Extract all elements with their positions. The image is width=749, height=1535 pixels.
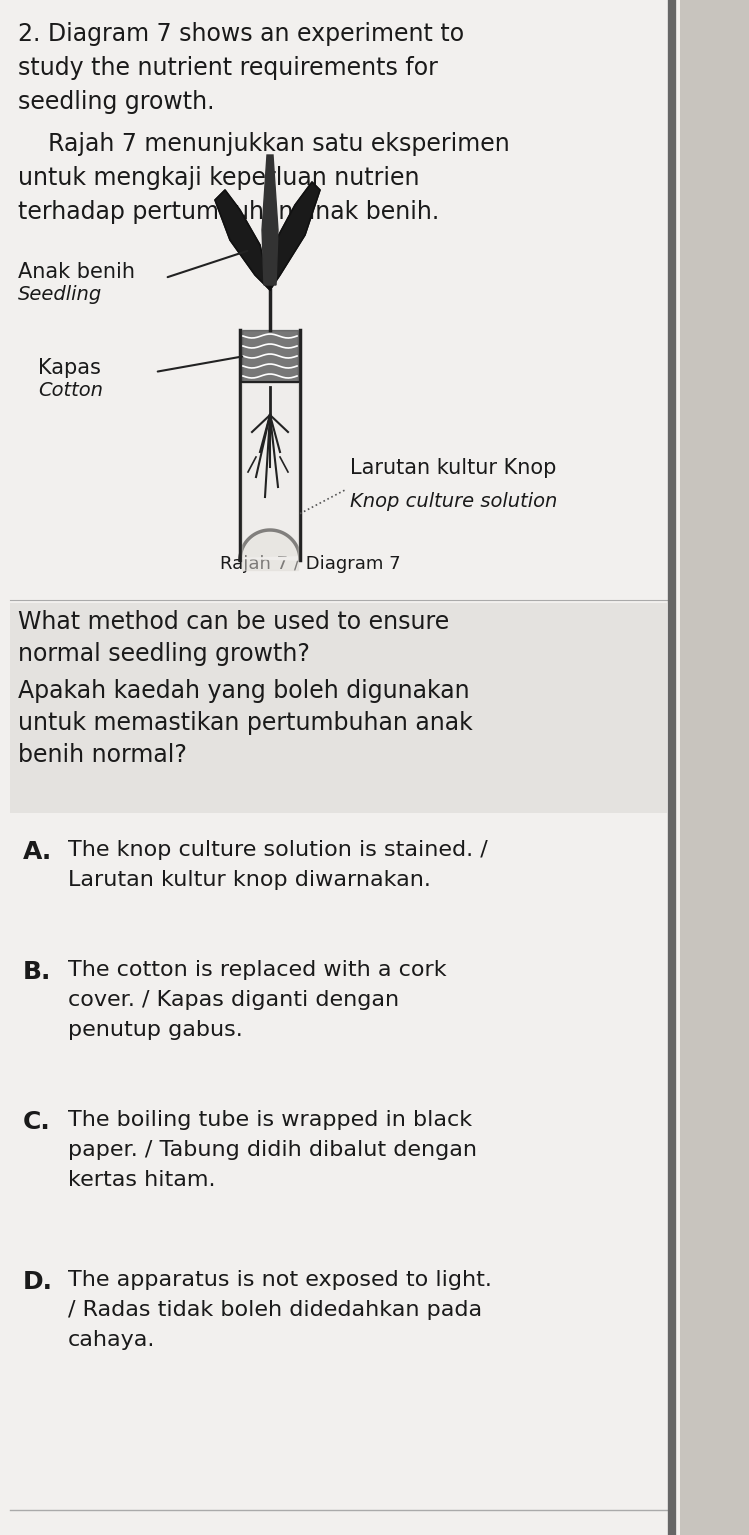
Text: Knop culture solution: Knop culture solution — [350, 493, 557, 511]
Text: benih normal?: benih normal? — [18, 743, 187, 768]
Text: Kapas: Kapas — [38, 358, 101, 378]
Polygon shape — [240, 330, 300, 560]
Text: The cotton is replaced with a cork: The cotton is replaced with a cork — [68, 959, 446, 979]
Text: paper. / Tabung didih dibalut dengan: paper. / Tabung didih dibalut dengan — [68, 1141, 477, 1160]
Polygon shape — [242, 382, 298, 569]
Text: D.: D. — [23, 1269, 53, 1294]
Text: kertas hitam.: kertas hitam. — [68, 1170, 216, 1190]
Text: Larutan kultur knop diwarnakan.: Larutan kultur knop diwarnakan. — [68, 870, 431, 890]
Text: Anak benih: Anak benih — [18, 262, 135, 282]
Polygon shape — [270, 183, 320, 290]
Text: cover. / Kapas diganti dengan: cover. / Kapas diganti dengan — [68, 990, 399, 1010]
Text: Rajah 7 / Diagram 7: Rajah 7 / Diagram 7 — [219, 556, 400, 573]
Text: cahaya.: cahaya. — [68, 1329, 155, 1349]
Polygon shape — [215, 190, 270, 290]
Text: untuk memastikan pertumbuhan anak: untuk memastikan pertumbuhan anak — [18, 711, 473, 735]
Text: The boiling tube is wrapped in black: The boiling tube is wrapped in black — [68, 1110, 472, 1130]
Text: untuk mengkaji keperluan nutrien: untuk mengkaji keperluan nutrien — [18, 166, 419, 190]
Text: A.: A. — [23, 840, 52, 864]
Text: C.: C. — [23, 1110, 51, 1134]
Text: normal seedling growth?: normal seedling growth? — [18, 642, 310, 666]
Text: The apparatus is not exposed to light.: The apparatus is not exposed to light. — [68, 1269, 492, 1289]
Text: terhadap pertumbuhan anak benih.: terhadap pertumbuhan anak benih. — [18, 200, 439, 224]
Text: Larutan kultur Knop: Larutan kultur Knop — [350, 457, 557, 477]
Text: Rajah 7 menunjukkan satu eksperimen: Rajah 7 menunjukkan satu eksperimen — [18, 132, 510, 157]
Text: What method can be used to ensure: What method can be used to ensure — [18, 609, 449, 634]
Bar — [10, 603, 667, 814]
Text: Seedling: Seedling — [18, 286, 103, 304]
Polygon shape — [262, 155, 278, 286]
Text: B.: B. — [23, 959, 52, 984]
Text: 2. Diagram 7 shows an experiment to: 2. Diagram 7 shows an experiment to — [18, 21, 464, 46]
Text: study the nutrient requirements for: study the nutrient requirements for — [18, 55, 438, 80]
Text: seedling growth.: seedling growth. — [18, 91, 214, 114]
Text: / Radas tidak boleh didedahkan pada: / Radas tidak boleh didedahkan pada — [68, 1300, 482, 1320]
Text: The knop culture solution is stained. /: The knop culture solution is stained. / — [68, 840, 488, 860]
Polygon shape — [242, 330, 298, 382]
Text: Apakah kaedah yang boleh digunakan: Apakah kaedah yang boleh digunakan — [18, 678, 470, 703]
Bar — [680, 0, 749, 1535]
Text: penutup gabus.: penutup gabus. — [68, 1019, 243, 1041]
Text: Cotton: Cotton — [38, 381, 103, 401]
